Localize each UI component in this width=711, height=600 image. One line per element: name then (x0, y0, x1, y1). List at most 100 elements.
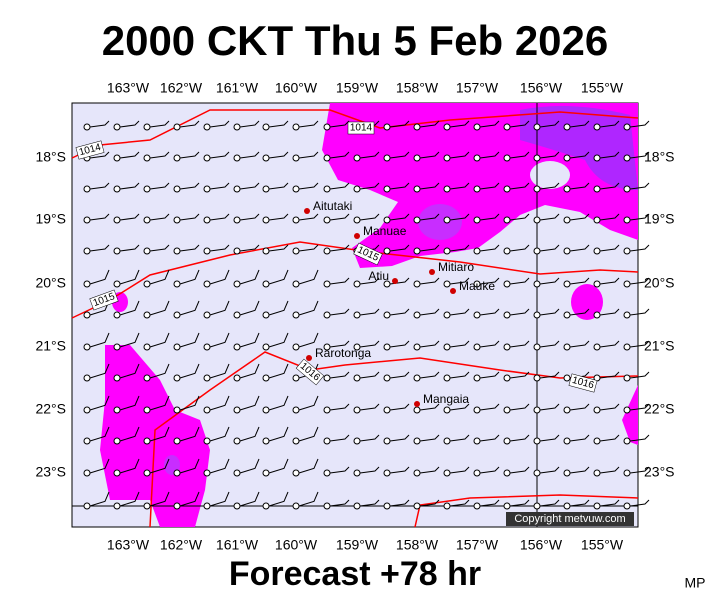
barb-station (593, 185, 601, 193)
barb-staff (298, 300, 319, 316)
lat-label: 21°S (644, 338, 675, 354)
barb-staff (149, 363, 170, 379)
wind-barb (113, 120, 140, 131)
barb-station (503, 343, 511, 351)
barb-station (473, 216, 481, 224)
barb-staff (239, 332, 260, 348)
barb-staff (509, 151, 530, 159)
wind-barb (83, 491, 110, 510)
wind-barb (563, 182, 590, 193)
wind-barb (623, 244, 650, 255)
barb-station (83, 437, 91, 445)
barb-station (383, 374, 391, 382)
wind-barb (383, 466, 410, 477)
barb-staff (119, 426, 140, 442)
barb-staff (629, 213, 650, 221)
barb-station (262, 247, 270, 255)
barb-station (443, 469, 451, 477)
barb-staff (329, 120, 350, 128)
title: 2000 CKT Thu 5 Feb 2026 (102, 17, 609, 64)
wind-barb (323, 182, 350, 193)
barb-station (83, 185, 91, 193)
barb-staff (239, 458, 260, 474)
barb-station (262, 469, 270, 477)
barb-station (353, 185, 361, 193)
wind-barb (173, 300, 200, 319)
lat-label: 21°S (35, 338, 66, 354)
barb-staff (539, 182, 560, 190)
barb-staff (539, 213, 560, 221)
barb-staff (298, 395, 319, 411)
wind-barb (443, 308, 470, 319)
barb-staff (449, 277, 470, 285)
wind-barb (503, 244, 530, 255)
barb-staff (359, 308, 380, 316)
barb-station (143, 502, 151, 510)
wind-barb (563, 213, 590, 224)
wind-barb (383, 403, 410, 414)
barb-station (383, 311, 391, 319)
barb-staff (268, 269, 289, 285)
barb-staff (449, 499, 470, 507)
wind-barb (503, 403, 530, 414)
barb-station (143, 343, 151, 351)
barb-staff (209, 269, 230, 285)
wind-barb (203, 120, 230, 131)
barb-station (413, 247, 421, 255)
barb-staff (179, 300, 200, 316)
wind-barb (413, 120, 440, 131)
barb-station (203, 406, 211, 414)
barb-station (623, 185, 631, 193)
barb-staff (298, 426, 319, 442)
barb-station (473, 437, 481, 445)
wind-barb (113, 182, 140, 193)
barb-staff (389, 308, 410, 316)
wind-barb (443, 244, 470, 255)
wind-barb (83, 458, 110, 477)
barb-station (113, 406, 121, 414)
lat-label: 18°S (644, 149, 675, 165)
wind-barb (593, 182, 620, 193)
wind-barb (473, 371, 500, 382)
barb-station (563, 123, 571, 131)
wind-barb (503, 466, 530, 477)
wind-barb (203, 269, 230, 288)
barb-station (113, 469, 121, 477)
barb-station (143, 280, 151, 288)
wind-barb (533, 120, 560, 131)
barb-station (203, 123, 211, 131)
barb-station (473, 502, 481, 510)
wind-barb (383, 499, 410, 510)
barb-staff (599, 466, 620, 474)
barb-staff (298, 491, 319, 507)
wind-barb (533, 403, 560, 414)
barb-station (533, 469, 541, 477)
barb-station (292, 374, 300, 382)
barb-staff (599, 403, 620, 411)
barb-staff (209, 332, 230, 348)
barb-staff (298, 458, 319, 474)
lon-label: 160°W (275, 80, 318, 96)
isobar-label-box (295, 358, 325, 386)
barb-staff (389, 403, 410, 411)
barb-station (473, 406, 481, 414)
barb-station (503, 406, 511, 414)
copyright-box (506, 512, 634, 526)
barb-staff (149, 332, 170, 348)
wind-barb (533, 277, 560, 288)
barb-staff (179, 395, 200, 411)
barb-staff (329, 151, 350, 159)
lon-label: 156°W (520, 537, 563, 553)
wind-barb (203, 300, 230, 319)
barb-staff (419, 151, 440, 159)
wind-barb (233, 363, 260, 382)
barb-station (623, 406, 631, 414)
barb-staff (239, 213, 260, 221)
wind-barb (563, 151, 590, 162)
barb-station (413, 185, 421, 193)
wind-barb (353, 277, 380, 288)
barb-station (503, 374, 511, 382)
barb-station (173, 406, 181, 414)
barb-staff (298, 213, 319, 221)
barb-station (563, 502, 571, 510)
